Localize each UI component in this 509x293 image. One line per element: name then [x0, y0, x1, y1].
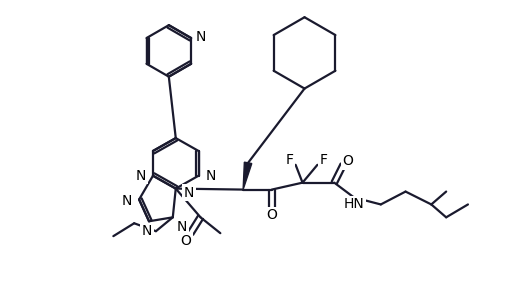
Text: O: O [342, 154, 353, 168]
Text: F: F [319, 153, 327, 167]
Text: O: O [180, 234, 191, 248]
Text: N: N [183, 185, 194, 200]
Text: N: N [177, 220, 187, 234]
Text: F: F [285, 153, 293, 167]
Text: N: N [195, 30, 206, 44]
Text: N: N [122, 195, 132, 209]
Text: O: O [266, 208, 277, 222]
Polygon shape [243, 162, 251, 190]
Text: N: N [205, 169, 215, 183]
Text: N: N [142, 224, 152, 238]
Text: N: N [135, 169, 146, 183]
Text: HN: HN [343, 197, 364, 212]
